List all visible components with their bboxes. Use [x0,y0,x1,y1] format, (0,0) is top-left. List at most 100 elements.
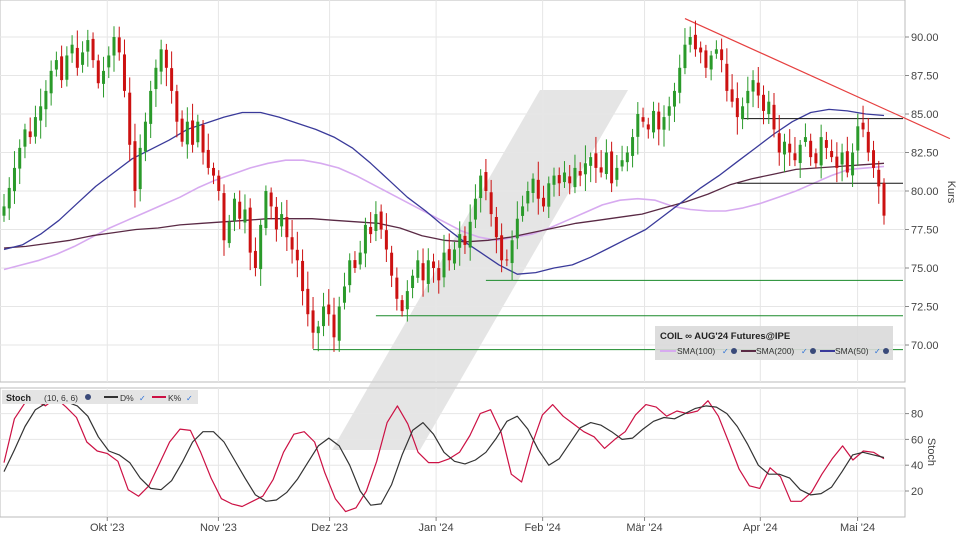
candle-body [117,37,121,53]
candle-body [526,191,530,204]
legend-item-sma200[interactable]: SMA(200) ✓ [741,346,816,356]
candle-body [672,90,676,107]
candle-body [206,149,210,168]
candle-body [12,167,16,192]
candle-body [122,54,126,91]
candle-body [505,259,509,261]
candle-body [432,261,436,268]
y-tick-label: 82.50 [911,148,939,160]
candle-body [348,260,352,286]
x-tick-label: Mär '24 [626,522,662,534]
candle-body [861,122,865,130]
x-axis: Okt '23 Nov '23 Dez '23 Jan '24 Feb '24 Mär '… [90,517,875,534]
stoch-title: Stoch [6,393,31,403]
check-icon: ✓ [186,394,193,403]
check-icon: ✓ [722,347,729,356]
candle-body [693,34,697,50]
candle-body [877,169,881,187]
stoch-d-line [3,401,885,506]
candle-body [631,137,635,156]
candle-body [175,91,179,122]
candle-body [33,117,37,137]
legend-background [655,326,893,360]
candle-body [442,252,446,278]
candle-body [253,250,257,268]
candle-body [39,106,43,121]
sma100-line [3,159,885,271]
candle-body [447,249,451,261]
y-tick-label: 60 [911,434,923,446]
candle-body [164,49,168,68]
candle-body [531,178,535,193]
candle-body [342,286,346,303]
stoch-k-line [3,397,885,513]
candle-body [468,221,472,248]
candle-body [851,152,855,176]
candle-body [489,192,493,215]
y-tick-label: 87.50 [911,71,939,83]
candle-body [809,140,813,158]
settings-dot-icon [810,348,816,354]
candle-body [484,172,488,191]
candle-body [65,55,69,80]
legend-label-d: D% [120,393,134,403]
candle-body [840,152,844,165]
candle-body [845,151,849,173]
y-tick-label: 90.00 [911,32,939,44]
candle-body [782,141,786,155]
candle-body [835,156,839,168]
candle-body [751,80,755,92]
candle-body [28,131,32,138]
candle-body [772,104,776,130]
settings-dot-icon[interactable] [85,394,91,400]
candle-body [625,152,629,163]
main-y-axis-title: Kurs [945,181,957,204]
y-tick-label: 40 [911,460,923,472]
candle-body [149,90,153,124]
candle-body [437,268,441,281]
legend-label-k: K% [168,393,182,403]
candle-body [578,171,582,176]
candle-body [280,214,284,227]
candle-body [264,191,268,229]
candle-body [515,218,519,239]
candle-body [107,55,111,68]
candle-body [735,98,739,118]
chart-title: COIL ∞ AUG'24 Futures@IPE [660,331,790,342]
legend-item-d[interactable]: D% ✓ [104,393,146,403]
y-tick-label: 80 [911,409,923,421]
candle-body [557,175,561,184]
candle-body [54,60,58,70]
candle-body [248,207,252,253]
candle-body [390,252,394,276]
candle-body [232,198,236,221]
candle-body [44,90,48,110]
candle-body [662,117,666,130]
legend-item-sma50[interactable]: SMA(50) ✓ [820,346,889,356]
candle-body [227,221,231,244]
stoch-panel-frame [0,387,906,518]
candle-body [159,49,163,72]
candle-body [138,147,142,190]
stoch-grid [0,388,905,517]
legend-item-sma100[interactable]: SMA(100) ✓ [660,346,737,356]
candle-body [725,63,729,91]
candle-body [709,55,713,70]
candle-body [405,291,409,310]
trendline [684,17,951,140]
candle-body [568,176,572,184]
candle-body [49,70,53,94]
candle-body [337,306,341,341]
x-tick-label: Nov '23 [200,522,237,534]
candle-body [311,310,315,333]
candle-body [620,160,624,167]
candle-body [363,224,367,254]
candle-body [756,82,760,96]
candle-body [295,249,299,261]
candle-body [243,209,247,223]
candle-body [75,47,79,68]
candle-body [222,193,226,241]
candle-body [285,217,289,238]
legend-item-k[interactable]: K% ✓ [152,393,193,403]
